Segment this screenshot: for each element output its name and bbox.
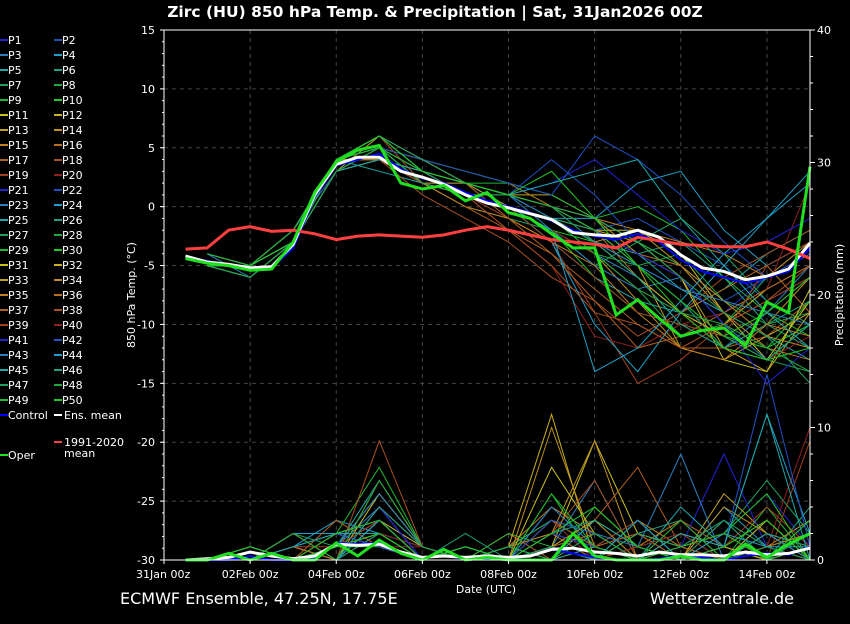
legend-label-p37: P37: [8, 304, 29, 317]
legend-label-p47: P47: [8, 379, 29, 392]
temp-line-control: [185, 152, 811, 285]
legend-label-p29: P29: [8, 244, 29, 257]
legend-label-p39: P39: [8, 319, 29, 332]
legend-label-p31: P31: [8, 259, 29, 272]
y-tick-label: -25: [137, 495, 155, 508]
legend-label-p25: P25: [8, 214, 29, 227]
legend-label-p27: P27: [8, 229, 29, 242]
legend-label-ens-mean: Ens. mean: [64, 409, 122, 422]
legend-label-p3: P3: [8, 49, 22, 62]
temp-line-oper: [185, 143, 812, 348]
legend-label-p30: P30: [62, 244, 83, 257]
legend-label-p42: P42: [62, 334, 83, 347]
footer-source: ECMWF Ensemble, 47.25N, 17.75E: [120, 589, 398, 608]
legend-label-p45: P45: [8, 364, 29, 377]
legend-label-p44: P44: [62, 349, 83, 362]
legend-label-p8: P8: [62, 79, 76, 92]
y2-tick-label: 40: [817, 24, 831, 37]
y-tick-label: -10: [137, 318, 155, 331]
legend-label-p2: P2: [62, 34, 76, 47]
y-tick-label: -30: [137, 554, 155, 567]
y-tick-label: 10: [141, 83, 155, 96]
legend: P1 P2 P3 P4 P5 P6 P7 P8 P9 P10 P11 P12 P13 P14 P15 P16 P…: [0, 34, 124, 462]
legend-label-p48: P48: [62, 379, 83, 392]
x-tick-label: 06Feb 00z: [394, 568, 451, 581]
legend-label-p18: P18: [62, 154, 83, 167]
legend-label-p19: P19: [8, 169, 29, 182]
y2-tick-label: 30: [817, 157, 831, 170]
legend-label-p11: P11: [8, 109, 29, 122]
legend-label-p33: P33: [8, 274, 29, 287]
legend-label-p34: P34: [62, 274, 83, 287]
legend-label-p5: P5: [8, 64, 22, 77]
legend-label-p13: P13: [8, 124, 29, 137]
y-tick-label: 0: [148, 201, 155, 214]
legend-label-p12: P12: [62, 109, 83, 122]
precip-series: [206, 374, 811, 561]
legend-label-p21: P21: [8, 184, 29, 197]
legend-label-p20: P20: [62, 169, 83, 182]
legend-label-p9: P9: [8, 94, 22, 107]
y-axis-label: 850 hPa Temp. (°C): [125, 242, 138, 348]
y2-tick-label: 0: [817, 554, 824, 567]
axes: 15 10 5 0 -5 -10 -15 -20 -25 -30 40 30 20 10 0 31Jan 00…: [136, 24, 831, 581]
y2-tick-label: 20: [817, 289, 831, 302]
legend-label-p43: P43: [8, 349, 29, 362]
legend-label-p15: P15: [8, 139, 29, 152]
legend-label-p7: P7: [8, 79, 22, 92]
chart-title: Zirc (HU) 850 hPa Temp. & Precipitation …: [167, 3, 703, 22]
y2-axis-label: Precipitation (mm): [833, 244, 846, 346]
legend-label-control: Control: [8, 409, 48, 422]
precip-line-p42: [207, 374, 811, 561]
y-tick-label: 5: [148, 142, 155, 155]
y-tick-label: -5: [144, 260, 155, 273]
legend-label-p24: P24: [62, 199, 83, 212]
x-tick-label: 10Feb 00z: [566, 568, 623, 581]
y2-tick-label: 10: [817, 422, 831, 435]
highlight-series: [185, 143, 812, 562]
legend-label-p49: P49: [8, 394, 29, 407]
x-tick-label: 02Feb 00z: [222, 568, 279, 581]
footer-site: Wetterzentrale.de: [650, 589, 794, 608]
legend-label-p1: P1: [8, 34, 22, 47]
legend-label-p36: P36: [62, 289, 83, 302]
legend-label-p17: P17: [8, 154, 29, 167]
x-tick-label: 08Feb 00z: [480, 568, 537, 581]
legend-label-p10: P10: [62, 94, 83, 107]
legend-label-p41: P41: [8, 334, 29, 347]
legend-label-p16: P16: [62, 139, 83, 152]
legend-label-p35: P35: [8, 289, 29, 302]
temp-line-p48: [206, 147, 811, 373]
temp-line-p47: [207, 135, 811, 384]
temp-series: [206, 135, 811, 385]
legend-label-p26: P26: [62, 214, 83, 227]
legend-label-p14: P14: [62, 124, 83, 137]
x-axis-label: Date (UTC): [456, 583, 516, 596]
legend-label-p32: P32: [62, 259, 83, 272]
legend-label-p38: P38: [62, 304, 83, 317]
legend-label-p46: P46: [62, 364, 83, 377]
x-tick-label: 31Jan 00z: [136, 568, 190, 581]
legend-label-1991-2020-mean: 1991-2020 mean: [64, 436, 124, 460]
y-tick-label: -15: [137, 377, 155, 390]
y-tick-label: -20: [137, 436, 155, 449]
legend-label-p50: P50: [62, 394, 83, 407]
legend-label-p6: P6: [62, 64, 76, 77]
legend-label-p40: P40: [62, 319, 83, 332]
x-tick-label: 12Feb 00z: [652, 568, 709, 581]
legend-label-oper: Oper: [8, 449, 35, 462]
legend-label-p23: P23: [8, 199, 29, 212]
precip-line-p48: [207, 479, 811, 561]
x-tick-label: 04Feb 00z: [308, 568, 365, 581]
y-tick-label: 15: [141, 24, 155, 37]
temp-line-1991-2020-mean: [185, 225, 811, 260]
legend-label-p22: P22: [62, 184, 83, 197]
legend-label-p28: P28: [62, 229, 83, 242]
grid-lines: [164, 30, 810, 560]
temp-line-p44: [207, 147, 811, 373]
x-tick-label: 14Feb 00z: [739, 568, 796, 581]
legend-label-p4: P4: [62, 49, 76, 62]
